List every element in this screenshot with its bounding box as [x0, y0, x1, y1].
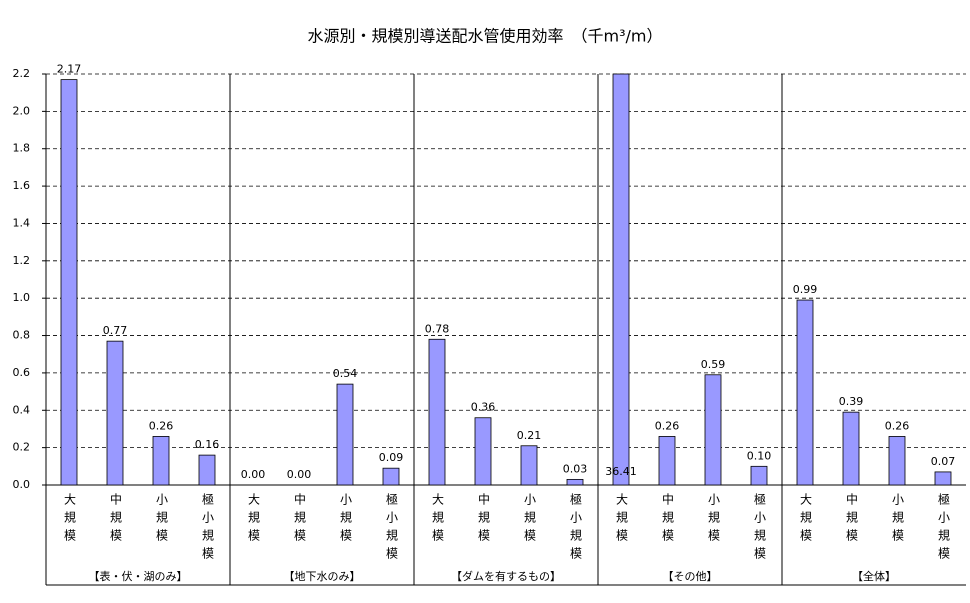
bar: [60, 79, 78, 486]
value-label: 0.07: [931, 455, 956, 468]
value-label: 0.21: [517, 429, 542, 442]
bar: [796, 299, 814, 486]
y-tick-label: 1.0: [13, 291, 31, 304]
value-label: 0.77: [103, 324, 128, 337]
x-tick-label: 小規模: [155, 493, 169, 547]
value-label: 0.59: [701, 358, 726, 371]
value-label: 2.17: [57, 63, 82, 76]
y-tick-label: 1.8: [13, 142, 31, 155]
x-tick-label: 小規模: [523, 493, 537, 547]
y-tick-label: 0.8: [13, 329, 31, 342]
x-tick-label: 中規模: [661, 492, 675, 547]
x-tick-label: 小規模: [339, 493, 353, 547]
x-tick-label: 極小規模: [753, 492, 767, 565]
y-tick-label: 0.6: [13, 366, 31, 379]
bar: [198, 454, 216, 486]
group-label: 【ダムを有するもの】: [451, 569, 561, 583]
x-tick-label: 大規模: [799, 493, 813, 547]
bar: [612, 73, 630, 486]
bar: [428, 338, 446, 486]
x-tick-label: 中規模: [293, 492, 307, 547]
y-tick-label: 0.4: [13, 403, 31, 416]
y-tick-label: 1.2: [13, 254, 31, 267]
bar: [658, 436, 676, 486]
x-tick-label: 中規模: [477, 492, 491, 547]
bar: [566, 478, 584, 486]
value-label: 0.10: [747, 449, 772, 462]
value-label: 0.16: [195, 438, 220, 451]
bar: [474, 417, 492, 486]
bar: [934, 471, 952, 486]
x-tick-label: 小規模: [891, 493, 905, 547]
value-label: 36.41: [605, 465, 637, 478]
bar: [106, 340, 124, 486]
y-tick-label: 0.2: [13, 441, 31, 454]
value-label: 0.03: [563, 462, 588, 475]
y-tick-label: 0.0: [13, 478, 31, 491]
value-label: 0.54: [333, 367, 358, 380]
y-tick-label: 1.6: [13, 179, 31, 192]
value-label: 0.00: [287, 468, 312, 481]
value-label: 0.39: [839, 395, 864, 408]
x-tick-label: 小規模: [707, 493, 721, 547]
bar: [382, 467, 400, 486]
x-tick-label: 極小規模: [201, 492, 215, 565]
x-tick-label: 大規模: [63, 493, 77, 547]
bar: [750, 465, 768, 486]
x-tick-label: 中規模: [109, 492, 123, 547]
x-tick-label: 大規模: [247, 493, 261, 547]
value-label: 0.26: [885, 419, 910, 432]
bar: [888, 436, 906, 486]
x-tick-label: 極小規模: [569, 492, 583, 565]
bar: [704, 374, 722, 486]
x-tick-label: 大規模: [431, 493, 445, 547]
x-tick-label: 極小規模: [385, 492, 399, 565]
group-label: 【全体】: [852, 569, 896, 583]
y-tick-label: 2.0: [13, 104, 31, 117]
value-label: 0.26: [149, 419, 174, 432]
value-label: 0.78: [425, 322, 450, 335]
value-label: 0.36: [471, 401, 496, 414]
y-tick-label: 1.4: [13, 216, 31, 229]
group-label: 【地下水のみ】: [284, 570, 361, 583]
x-tick-label: 極小規模: [937, 492, 951, 565]
value-label: 0.26: [655, 419, 680, 432]
value-label: 0.99: [793, 283, 818, 296]
value-label: 0.09: [379, 451, 404, 464]
bar: [152, 436, 170, 486]
group-label: 【その他】: [663, 570, 718, 583]
y-tick-label: 2.2: [13, 67, 31, 80]
bar: [842, 411, 860, 486]
group-label: 【表・伏・湖のみ】: [89, 569, 188, 583]
x-tick-label: 中規模: [845, 492, 859, 547]
bar: [336, 383, 354, 486]
x-tick-label: 大規模: [615, 493, 629, 547]
chart-title: 水源別・規模別導送配水管使用効率 （千m³/m）: [308, 27, 663, 46]
value-label: 0.00: [241, 468, 266, 481]
bar: [520, 445, 538, 486]
